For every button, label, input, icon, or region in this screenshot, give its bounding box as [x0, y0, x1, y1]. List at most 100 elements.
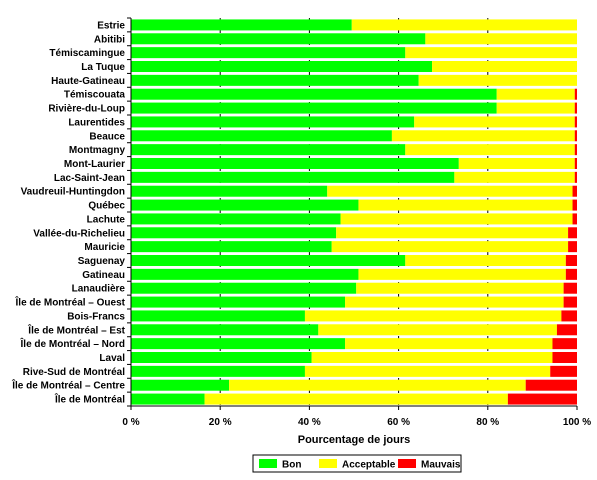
bar-segment-bon: [131, 102, 497, 114]
bar-segment-bon: [131, 19, 352, 31]
bar-segment-mauvais: [574, 158, 577, 169]
bar-segment-mauvais: [574, 130, 577, 142]
bar-segment-acceptable: [204, 393, 508, 405]
x-tick-label: 20 %: [209, 417, 232, 428]
bar-segment-acceptable: [229, 379, 526, 391]
legend-swatch: [398, 459, 416, 468]
bar-segment-bon: [131, 282, 357, 294]
category-label: Estrie: [97, 20, 125, 31]
bar-segment-acceptable: [311, 352, 553, 363]
bar-segment-bon: [131, 268, 359, 280]
x-tick-label: 60 %: [387, 417, 410, 428]
bar-segment-mauvais: [572, 199, 577, 211]
x-tick-label: 100 %: [563, 417, 591, 428]
bar-segment-mauvais: [561, 310, 577, 322]
bar-segment-bon: [131, 158, 459, 169]
category-label: La Tuque: [81, 62, 125, 73]
bar-segment-bon: [131, 338, 346, 350]
bar-segment-bon: [131, 33, 426, 45]
category-label: Bois-Francs: [67, 311, 125, 322]
category-label: Laurentides: [68, 117, 125, 128]
bar-segment-mauvais: [550, 365, 577, 377]
bar-segment-bon: [131, 74, 419, 86]
bar-segment-acceptable: [356, 282, 564, 294]
bar-segment-mauvais: [556, 324, 577, 336]
category-label: Lachute: [87, 214, 126, 225]
bar-segment-bon: [131, 171, 455, 183]
category-label: Vaudreuil-Huntingdon: [21, 187, 125, 198]
legend-label: Mauvais: [421, 460, 461, 471]
category-label: Témiscouata: [64, 90, 126, 101]
legend: Bon Acceptable Mauvais: [252, 454, 462, 473]
bar-segment-bon: [131, 130, 392, 142]
bar-segment-acceptable: [345, 338, 553, 350]
bar-segment-acceptable: [351, 19, 577, 31]
category-label: Haute-Gatineau: [51, 76, 125, 87]
bar-segment-acceptable: [405, 47, 577, 59]
bar-segment-mauvais: [565, 255, 577, 266]
bar-segment-bon: [131, 116, 415, 128]
bar-segment-acceptable: [331, 241, 569, 253]
bar-segment-bon: [131, 47, 406, 59]
x-axis-title: Pourcentage de jours: [298, 434, 410, 446]
bar-segment-bon: [131, 324, 319, 336]
category-label: Lac-Saint-Jean: [54, 173, 125, 184]
category-label: Abitibi: [94, 34, 125, 45]
legend-label: Acceptable: [342, 460, 396, 471]
bar-segment-bon: [131, 365, 305, 377]
bar-segment-mauvais: [574, 88, 577, 100]
bar-segment-acceptable: [340, 213, 573, 225]
category-label: Laval: [99, 353, 125, 364]
bar-segment-mauvais: [574, 171, 577, 183]
category-label: Témiscamingue: [49, 48, 125, 59]
bar-segment-acceptable: [496, 102, 575, 114]
bars: [131, 19, 577, 405]
category-label: Île de Montréal – Centre: [11, 379, 125, 392]
category-label: Montmagny: [69, 145, 126, 156]
bar-segment-bon: [131, 227, 337, 239]
bar-segment-bon: [131, 296, 346, 308]
category-label: Saguenay: [78, 256, 126, 267]
category-label: Rive-Sud de Montréal: [23, 367, 125, 378]
bar-segment-bon: [131, 213, 341, 225]
x-tick-label: 40 %: [298, 417, 321, 428]
bar-segment-bon: [131, 88, 497, 100]
bar-segment-acceptable: [358, 199, 573, 211]
gridlines: [219, 18, 489, 406]
bar-segment-acceptable: [432, 61, 577, 72]
bar-segment-mauvais: [568, 227, 577, 239]
bar-segment-acceptable: [414, 116, 575, 128]
bar-segment-acceptable: [327, 185, 573, 197]
bar-segment-acceptable: [391, 130, 575, 142]
bar-segment-acceptable: [405, 255, 566, 266]
bar-segment-acceptable: [425, 33, 577, 45]
category-label: Lanaudière: [72, 284, 126, 295]
x-tick-label: 80 %: [476, 417, 499, 428]
bar-segment-bon: [131, 352, 312, 363]
bar-segment-mauvais: [572, 185, 577, 197]
bar-segment-acceptable: [318, 324, 557, 336]
bar-segment-bon: [131, 393, 205, 405]
bar-segment-mauvais: [574, 144, 577, 156]
category-label: Île de Montréal – Ouest: [15, 296, 126, 309]
category-label: Île de Montréal – Nord: [20, 337, 125, 350]
bar-segment-mauvais: [572, 213, 577, 225]
bar-segment-acceptable: [345, 296, 564, 308]
bar-segment-acceptable: [304, 310, 562, 322]
bar-segment-bon: [131, 379, 230, 391]
category-label: Mont-Laurier: [64, 159, 125, 170]
bar-segment-mauvais: [552, 338, 577, 350]
bar-segment-acceptable: [336, 227, 569, 239]
category-label: Île de Montréal: [54, 393, 125, 406]
legend-swatch: [319, 459, 337, 468]
bar-segment-acceptable: [454, 171, 575, 183]
bar-segment-bon: [131, 241, 332, 253]
bar-segment-mauvais: [552, 352, 577, 363]
bar-segment-mauvais: [574, 102, 577, 114]
category-label: Beauce: [89, 131, 125, 142]
category-label: Rivière-du-Loup: [48, 104, 125, 115]
bar-segment-bon: [131, 185, 328, 197]
bar-segment-acceptable: [458, 158, 575, 169]
bar-segment-mauvais: [565, 268, 577, 280]
